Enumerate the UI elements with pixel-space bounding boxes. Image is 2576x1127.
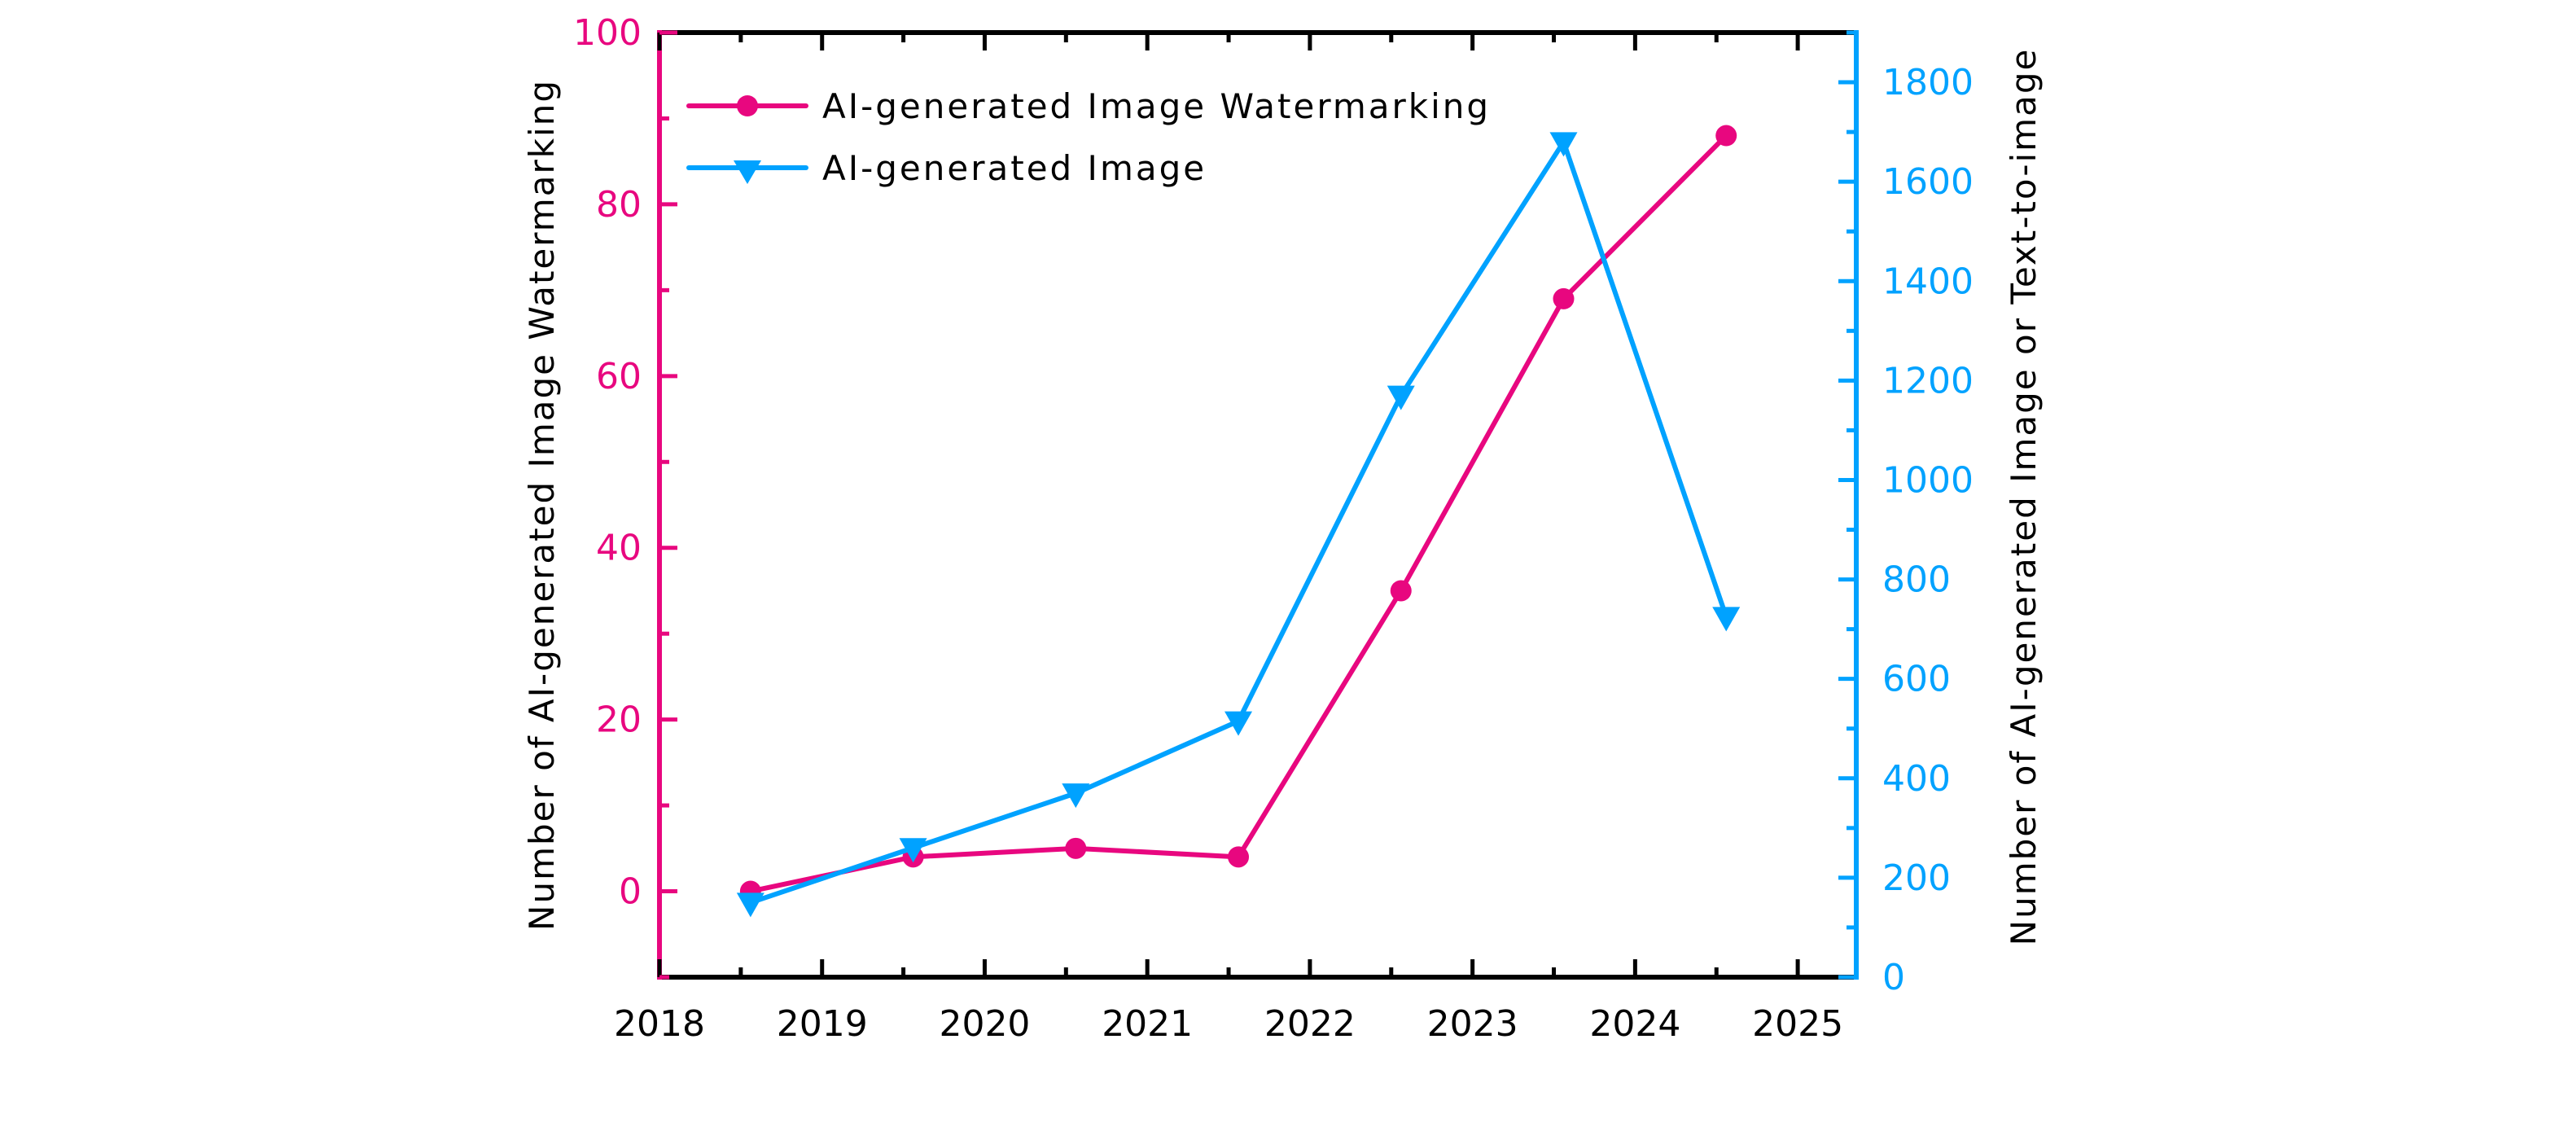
- right-tick-label: 800: [1882, 559, 1951, 601]
- left-axis-title: Number of AI-generated Image Watermarkin…: [522, 79, 562, 931]
- data-point-triangle: [1549, 132, 1578, 157]
- legend-label-image: AI-generated Image: [822, 148, 1207, 188]
- right-tick-label: 600: [1882, 659, 1951, 700]
- data-point-triangle: [1387, 385, 1415, 410]
- data-point-triangle: [1224, 711, 1253, 736]
- right-tick-label: 1600: [1882, 161, 1974, 203]
- left-tick-label: 100: [573, 12, 642, 54]
- x-tick-label: 2024: [1589, 1003, 1680, 1045]
- data-point-circle: [1553, 287, 1575, 309]
- right-tick-label: 200: [1882, 857, 1951, 899]
- left-tick-label: 80: [596, 184, 642, 226]
- x-tick-label: 2025: [1752, 1003, 1843, 1045]
- x-tick-label: 2020: [939, 1003, 1030, 1045]
- left-tick-label: 0: [619, 871, 642, 913]
- x-tick-label: 2021: [1102, 1003, 1193, 1045]
- left-tick-label: 40: [596, 528, 642, 569]
- data-point-circle: [1715, 125, 1737, 147]
- data-point-triangle: [736, 892, 764, 918]
- left-tick-label: 20: [596, 699, 642, 741]
- right-tick-label: 400: [1882, 758, 1951, 800]
- data-point-circle: [1065, 837, 1087, 859]
- right-tick-label: 1800: [1882, 62, 1974, 103]
- data-point-circle: [1228, 846, 1250, 868]
- data-point-triangle: [1062, 783, 1090, 809]
- right-axis-title: Number of AI-generated Image or Text-to-…: [2004, 48, 2044, 946]
- legend: AI-generated Image Watermarking AI-gener…: [686, 86, 1491, 188]
- x-tick-label: 2022: [1264, 1003, 1356, 1045]
- x-tick-label: 2018: [614, 1003, 705, 1045]
- data-point-triangle: [899, 838, 927, 863]
- series-line-0: [750, 134, 1728, 894]
- x-tick-label: 2023: [1427, 1003, 1518, 1045]
- legend-circle-marker-icon: [737, 95, 758, 116]
- data-point-circle: [1390, 580, 1412, 602]
- series-line-1: [749, 139, 1729, 906]
- legend-triangle-marker-icon: [734, 160, 761, 184]
- right-tick-label: 1000: [1882, 459, 1974, 501]
- right-tick-label: 0: [1882, 957, 1905, 998]
- left-tick-label: 60: [596, 356, 642, 397]
- x-tick-label: 2019: [777, 1003, 868, 1045]
- right-tick-label: 1200: [1882, 360, 1974, 401]
- right-tick-label: 1400: [1882, 261, 1974, 302]
- data-point-triangle: [1712, 607, 1741, 632]
- legend-label-watermarking: AI-generated Image Watermarking: [822, 86, 1491, 126]
